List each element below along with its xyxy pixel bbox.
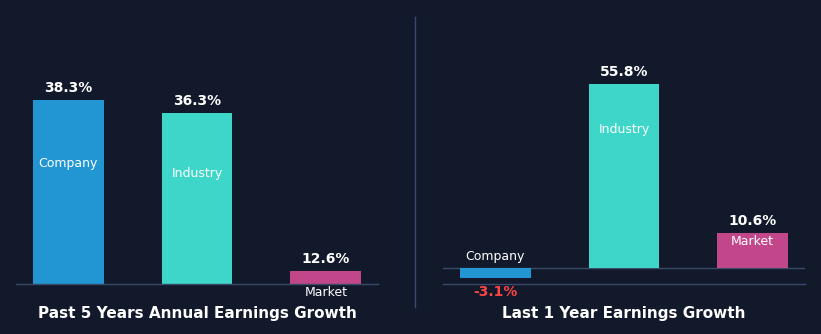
Bar	[460, 268, 530, 278]
Text: 55.8%: 55.8%	[599, 65, 649, 79]
Bar	[162, 113, 232, 334]
Text: 10.6%: 10.6%	[728, 214, 777, 228]
Text: Industry: Industry	[599, 123, 649, 136]
Bar	[291, 271, 361, 334]
Text: Market: Market	[305, 286, 347, 299]
Text: Last 1 Year Earnings Growth: Last 1 Year Earnings Growth	[502, 306, 745, 321]
Bar	[589, 84, 659, 268]
Text: 12.6%: 12.6%	[301, 252, 350, 266]
Text: Company: Company	[39, 157, 98, 170]
Text: Company: Company	[466, 250, 525, 263]
Text: 38.3%: 38.3%	[44, 81, 93, 95]
Text: Industry: Industry	[172, 167, 222, 180]
Text: -3.1%: -3.1%	[473, 285, 517, 299]
Text: Market: Market	[732, 235, 774, 248]
Text: 36.3%: 36.3%	[173, 94, 221, 108]
Bar	[718, 233, 788, 268]
Bar	[33, 100, 103, 334]
Text: Past 5 Years Annual Earnings Growth: Past 5 Years Annual Earnings Growth	[38, 306, 356, 321]
